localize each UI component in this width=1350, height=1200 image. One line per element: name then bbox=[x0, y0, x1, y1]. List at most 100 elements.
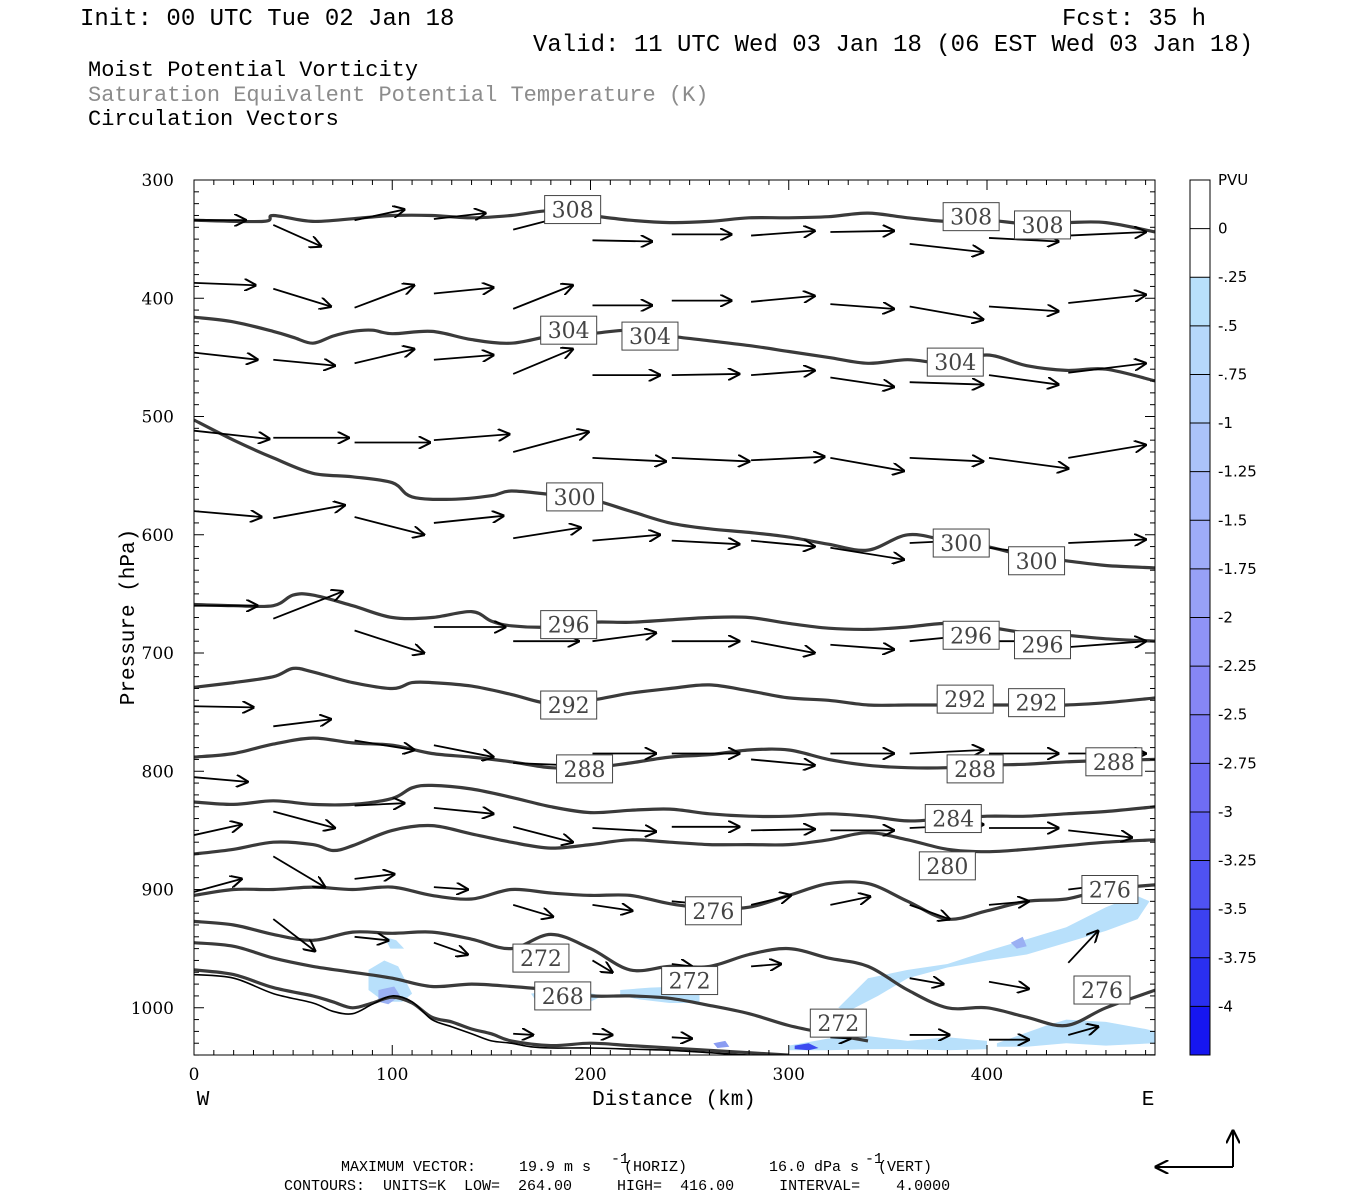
contour-label: 292 bbox=[944, 688, 986, 713]
circulation-vector bbox=[512, 432, 588, 453]
east-label: E bbox=[1142, 1089, 1155, 1112]
colorbar-bin bbox=[1190, 666, 1210, 716]
circulation-vector bbox=[988, 456, 1068, 469]
contour-label-box bbox=[809, 1008, 867, 1038]
circulation-vector bbox=[750, 296, 814, 302]
colorbar-unit: PVU bbox=[1218, 171, 1248, 189]
colorbar-label: -1.5 bbox=[1218, 511, 1247, 529]
y-tick-label: 1000 bbox=[131, 999, 174, 1019]
contour-label-box bbox=[540, 690, 598, 720]
circulation-vector bbox=[512, 825, 572, 842]
y-tick-label: 500 bbox=[142, 408, 174, 428]
circulation-vector bbox=[433, 808, 493, 814]
colorbar-bin bbox=[1190, 763, 1210, 813]
max-vert-exponent: -1 bbox=[865, 1151, 883, 1168]
circulation-vector bbox=[592, 535, 659, 541]
circulation-vector bbox=[909, 458, 983, 462]
contour-label: 272 bbox=[669, 970, 711, 995]
circulation-vector bbox=[750, 541, 814, 547]
contour-label: 288 bbox=[1093, 751, 1135, 776]
circulation-vector bbox=[1068, 445, 1145, 459]
contour-label-box bbox=[942, 620, 1000, 650]
contour-label-box bbox=[540, 610, 598, 640]
circulation-vector bbox=[1068, 539, 1145, 543]
circulation-vector bbox=[433, 744, 493, 757]
circulation-vector bbox=[751, 964, 781, 966]
colorbar-label: -4 bbox=[1218, 997, 1233, 1015]
circulation-vector bbox=[909, 242, 983, 252]
circulation-vector bbox=[194, 824, 242, 836]
circulation-vector bbox=[592, 828, 655, 832]
y-axis-label: Pressure (hPa) bbox=[118, 529, 141, 705]
pv-region bbox=[788, 1036, 987, 1051]
contour-label-box bbox=[534, 981, 592, 1011]
contour-label-box bbox=[1008, 688, 1066, 718]
circulation-vector bbox=[1068, 295, 1145, 304]
contour-label: 276 bbox=[1089, 879, 1131, 904]
plot-frame bbox=[193, 179, 1156, 1056]
contour-label-box bbox=[546, 482, 604, 512]
circulation-vector bbox=[1067, 931, 1098, 964]
contour-label: 308 bbox=[1022, 214, 1064, 239]
circulation-vector bbox=[830, 457, 903, 471]
contour-label-box bbox=[544, 195, 602, 225]
contour-label-box bbox=[918, 851, 976, 881]
forecast-hour: Fcst: 35 h bbox=[1062, 6, 1206, 33]
colorbar-label: -1 bbox=[1218, 414, 1233, 432]
max-vert-value: 16.0 dPa s bbox=[769, 1159, 859, 1176]
pv-region bbox=[838, 895, 1150, 1012]
colorbar-label: -2.5 bbox=[1218, 706, 1247, 724]
circulation-vector bbox=[513, 1034, 533, 1035]
colorbar-label: -1.75 bbox=[1218, 560, 1257, 578]
colorbar-label: -.5 bbox=[1218, 317, 1238, 335]
circulation-vector bbox=[354, 739, 414, 750]
x-tick-label: 0 bbox=[189, 1065, 200, 1085]
circulation-vector bbox=[512, 285, 572, 310]
circulation-vector bbox=[830, 546, 903, 560]
contour-label: 296 bbox=[1022, 634, 1064, 659]
circulation-vector bbox=[433, 941, 468, 955]
contour-label-box bbox=[932, 528, 990, 558]
contour-label-box bbox=[946, 754, 1004, 784]
colorbar-label: -3 bbox=[1218, 803, 1233, 821]
colorbar-bin bbox=[1190, 617, 1210, 667]
circulation-vector bbox=[512, 349, 572, 375]
contour-label-box bbox=[1073, 975, 1131, 1005]
contour-label: 300 bbox=[940, 532, 982, 557]
contour-label-box bbox=[540, 315, 598, 345]
circulation-vector bbox=[433, 355, 493, 360]
circulation-vector bbox=[273, 360, 334, 366]
circulation-vector bbox=[1068, 1027, 1098, 1036]
contour-308 bbox=[194, 209, 1155, 234]
west-label: W bbox=[197, 1089, 210, 1112]
pv-shading bbox=[368, 895, 1155, 1051]
contour-label-box bbox=[1008, 546, 1066, 576]
pv-colorbar: 0 -.25 -.5 -.75 -1 -1.25 -1.5 -1.75 -2 -2.25 -2.5 -… bbox=[1189, 179, 1257, 1056]
contour-labels: 308 308 308 304 304 304 300 300 300 296 296 296 292 2… bbox=[512, 195, 1143, 1038]
circulation-vector bbox=[750, 640, 814, 653]
x-tick-label: 200 bbox=[574, 1065, 606, 1085]
circulation-vector bbox=[751, 457, 824, 461]
contour-296 bbox=[194, 592, 1155, 643]
colorbar-label: -3.25 bbox=[1218, 852, 1257, 870]
circulation-vector bbox=[592, 633, 655, 643]
circulation-vector bbox=[1068, 232, 1145, 236]
title-theta-es: Saturation Equivalent Potential Temperat… bbox=[88, 83, 709, 108]
contour-label-box bbox=[1085, 747, 1143, 777]
circulation-vector bbox=[194, 351, 257, 360]
circulation-vector bbox=[750, 895, 791, 906]
colorbar-label: -2.25 bbox=[1218, 657, 1257, 675]
contour-label: 300 bbox=[554, 486, 596, 511]
circulation-vector bbox=[1068, 363, 1145, 374]
pv-region bbox=[1010, 936, 1027, 949]
contour-276 bbox=[194, 880, 1155, 921]
circulation-vector bbox=[194, 429, 269, 439]
contour-label: 268 bbox=[542, 985, 584, 1010]
y-tick-label: 700 bbox=[142, 644, 174, 664]
pv-region bbox=[794, 1043, 819, 1051]
circulation-vector bbox=[273, 719, 330, 728]
circulation-vector bbox=[671, 541, 739, 545]
contour-label: 304 bbox=[548, 319, 590, 344]
max-horiz-tag: (HORIZ) bbox=[624, 1159, 687, 1176]
circulation-vector bbox=[830, 376, 893, 386]
